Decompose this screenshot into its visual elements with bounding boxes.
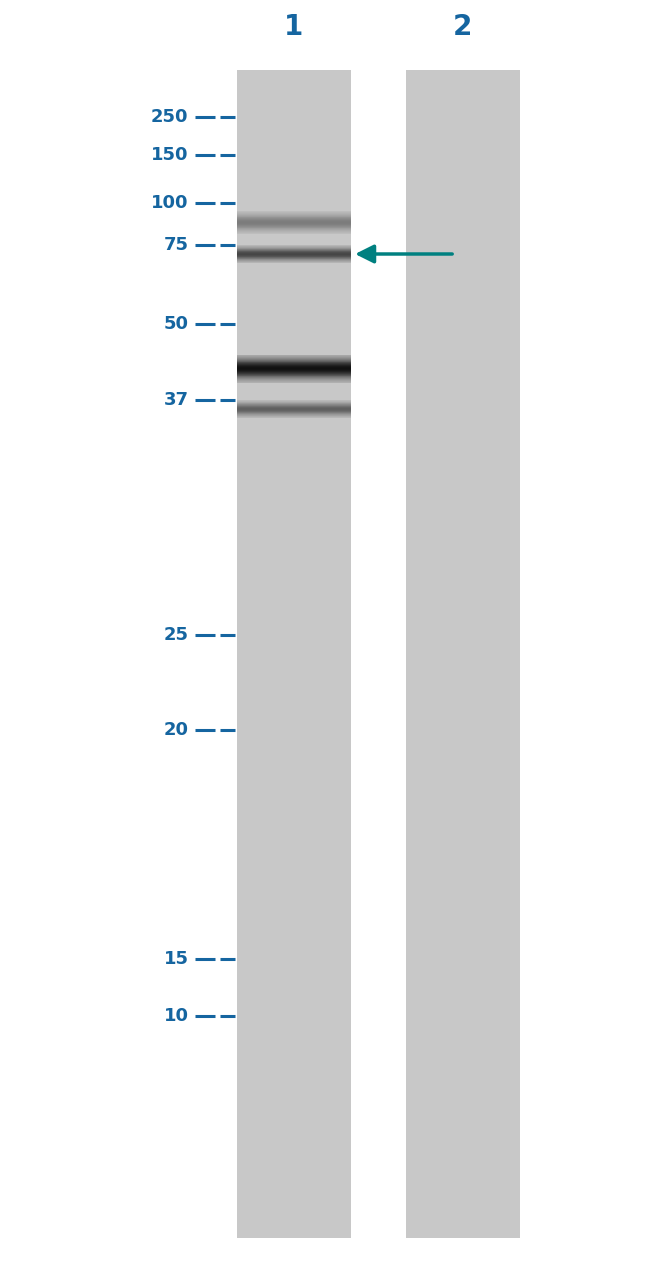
Bar bbox=[406, 70, 520, 1238]
Text: 25: 25 bbox=[164, 626, 188, 644]
Text: 100: 100 bbox=[151, 194, 188, 212]
Text: 10: 10 bbox=[164, 1007, 188, 1025]
Text: 20: 20 bbox=[164, 721, 188, 739]
Text: 2: 2 bbox=[453, 13, 473, 41]
Text: 250: 250 bbox=[151, 108, 188, 126]
Text: 1: 1 bbox=[284, 13, 304, 41]
Text: 37: 37 bbox=[164, 391, 188, 409]
Text: 50: 50 bbox=[164, 315, 188, 333]
Text: 15: 15 bbox=[164, 950, 188, 968]
Text: 150: 150 bbox=[151, 146, 188, 164]
Bar bbox=[237, 70, 351, 1238]
Text: 75: 75 bbox=[164, 236, 188, 254]
